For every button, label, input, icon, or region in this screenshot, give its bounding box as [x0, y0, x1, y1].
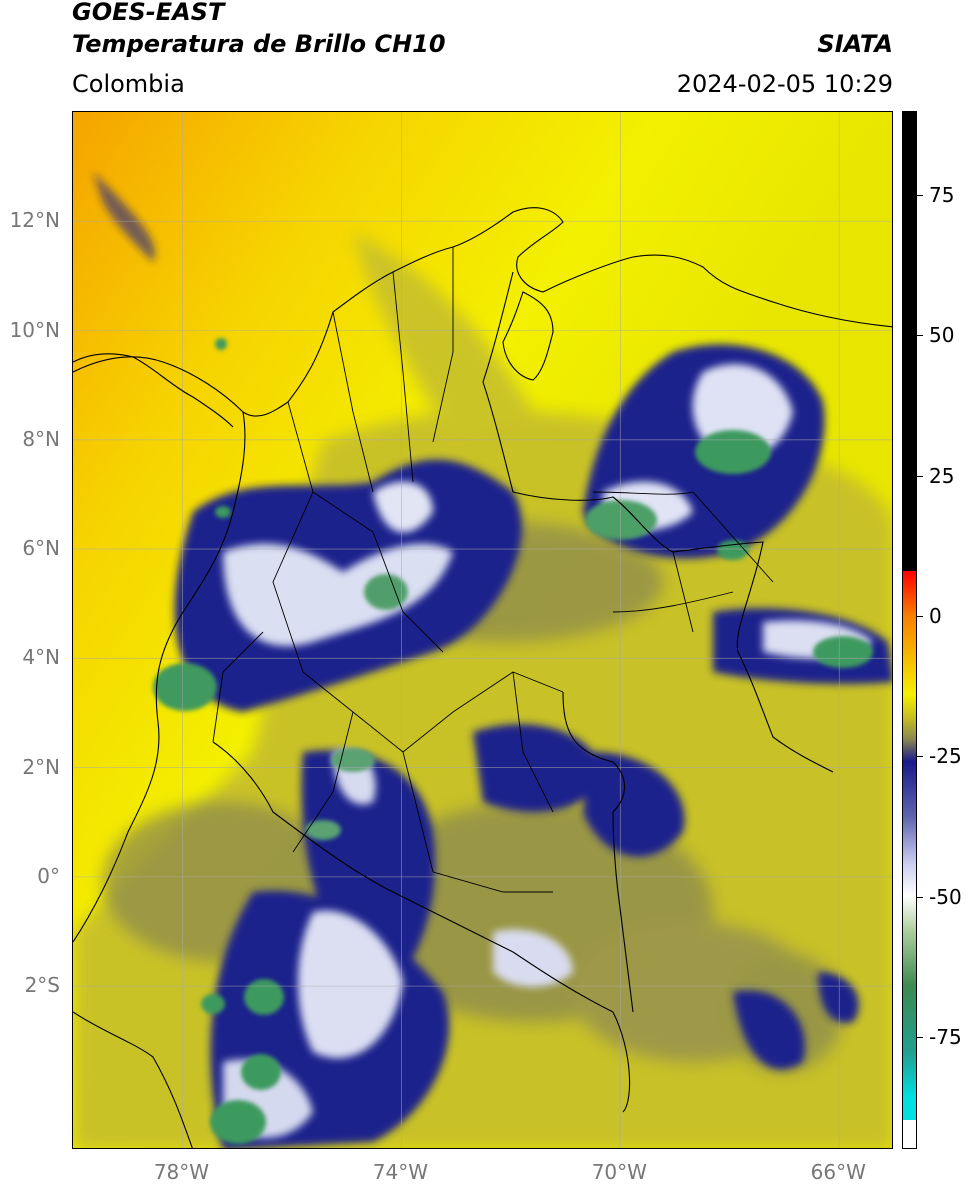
colombia-south-border: [212, 741, 631, 1113]
satellite-title: GOES-EAST: [72, 0, 225, 26]
lat-tick-label: 2°N: [22, 754, 60, 779]
lat-tick-label: 10°N: [9, 317, 60, 342]
colorbar-tick-label: -25: [929, 744, 962, 769]
graticule: [73, 112, 892, 1148]
lat-tick-label: 8°N: [22, 426, 60, 451]
colombia-venezuela-border: [482, 271, 834, 773]
satellite-map[interactable]: [72, 111, 893, 1149]
colorbar-tick-label: 0: [929, 603, 942, 628]
colorbar-tick: [917, 1036, 923, 1038]
lat-tick-label: 12°N: [9, 208, 60, 233]
product-title: Temperatura de Brillo CH10: [72, 30, 446, 58]
department-lines: [212, 247, 564, 893]
colorbar-tick-label: -50: [929, 884, 962, 909]
timestamp-label: 2024-02-05 10:29: [676, 70, 893, 98]
brazil-border: [562, 691, 634, 1013]
region-label: Colombia: [72, 70, 185, 98]
pacific-coast: [73, 411, 246, 943]
colorbar-tick-label: 75: [929, 183, 955, 208]
colorbar-tick: [917, 475, 923, 477]
coldest-cloud-layer: [153, 338, 873, 1144]
map-canvas: [73, 112, 892, 1148]
lat-tick-label: 6°N: [22, 536, 60, 561]
colorbar-tick: [917, 756, 923, 758]
venezuela-lines: [592, 491, 774, 633]
brand-label: SIATA: [817, 30, 893, 58]
colorbar-tick: [917, 896, 923, 898]
colorbar-tick: [917, 195, 923, 197]
panama-coast: [73, 353, 234, 428]
colorbar-tick-label: 25: [929, 463, 955, 488]
colorbar: [902, 111, 917, 1149]
lon-tick-label: 78°W: [153, 1160, 210, 1184]
colorbar-tick: [917, 335, 923, 337]
lat-tick-label: 0°: [37, 863, 60, 888]
borders: [73, 207, 892, 1148]
caribbean-coast: [73, 207, 892, 417]
lon-tick-label: 66°W: [810, 1160, 866, 1184]
lon-tick-label: 74°W: [372, 1160, 429, 1184]
colorbar-tick-label: 50: [929, 323, 955, 348]
lat-tick-label: 2°S: [24, 973, 60, 998]
colorbar-tick: [917, 615, 923, 617]
ecuador-coast: [73, 1011, 193, 1148]
lon-tick-label: 70°W: [591, 1160, 647, 1184]
lat-tick-label: 4°N: [22, 645, 60, 670]
colorbar-tick-label: -75: [929, 1024, 962, 1049]
lake-maracaibo: [502, 291, 554, 381]
